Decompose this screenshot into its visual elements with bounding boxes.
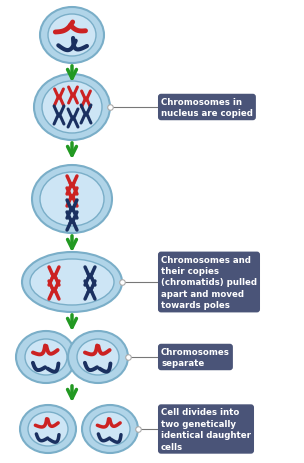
Text: Chromosomes and
their copies
(chromatids) pulled
apart and moved
towards poles: Chromosomes and their copies (chromatids… bbox=[161, 255, 257, 310]
Text: Cell divides into
two genetically
identical daughter
cells: Cell divides into two genetically identi… bbox=[161, 407, 251, 450]
Ellipse shape bbox=[32, 166, 112, 233]
Ellipse shape bbox=[68, 332, 128, 383]
Text: Chromosomes in
nucleus are copied: Chromosomes in nucleus are copied bbox=[161, 98, 253, 118]
Ellipse shape bbox=[20, 405, 76, 453]
Ellipse shape bbox=[82, 405, 138, 453]
Ellipse shape bbox=[42, 82, 102, 134]
Ellipse shape bbox=[40, 8, 104, 64]
Ellipse shape bbox=[40, 173, 104, 226]
Ellipse shape bbox=[48, 15, 96, 57]
Ellipse shape bbox=[25, 339, 67, 375]
Ellipse shape bbox=[16, 332, 76, 383]
Text: Chromosomes
separate: Chromosomes separate bbox=[161, 347, 230, 368]
Ellipse shape bbox=[30, 259, 114, 305]
Ellipse shape bbox=[28, 412, 68, 446]
Ellipse shape bbox=[34, 75, 110, 141]
Ellipse shape bbox=[22, 252, 122, 313]
Ellipse shape bbox=[90, 412, 130, 446]
Ellipse shape bbox=[77, 339, 119, 375]
